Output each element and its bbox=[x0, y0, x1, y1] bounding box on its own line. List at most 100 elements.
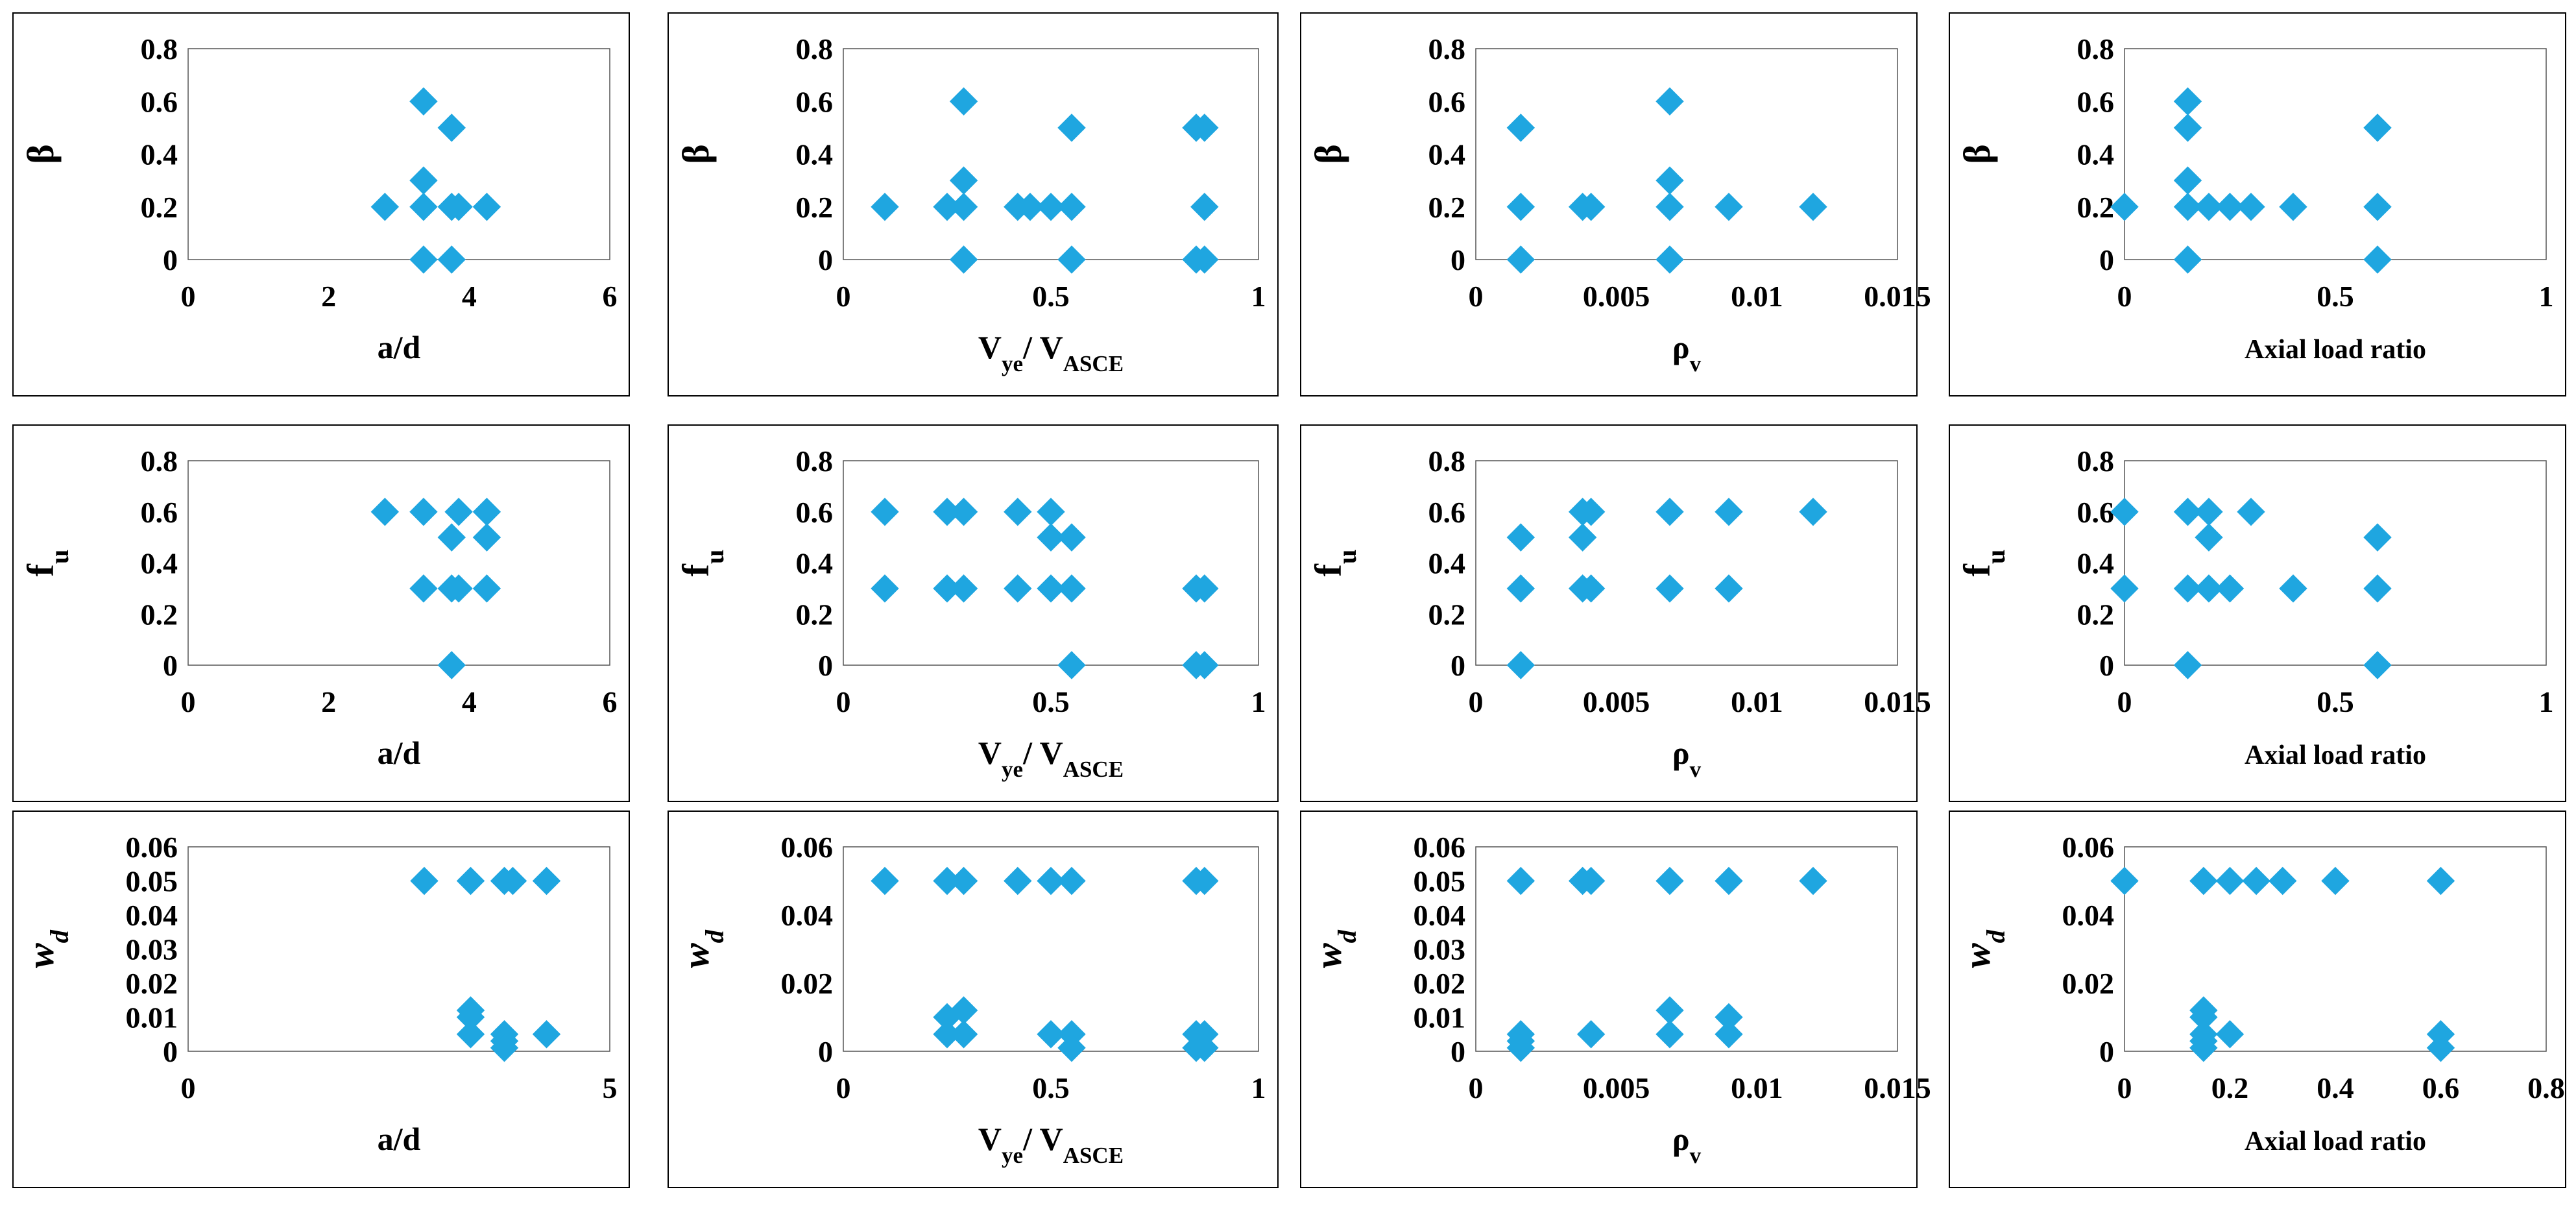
data-point-marker bbox=[1715, 1020, 1743, 1049]
y-tick-label: 0.4 bbox=[141, 547, 178, 580]
data-point-marker bbox=[1190, 1034, 1219, 1062]
x-tick-label: 1 bbox=[2539, 280, 2554, 313]
data-point-marker bbox=[949, 87, 978, 116]
data-point-marker bbox=[1655, 87, 1684, 116]
y-tick-label: 0.8 bbox=[141, 445, 178, 478]
x-tick-label: 0.5 bbox=[2317, 685, 2354, 718]
x-tick-label: 0 bbox=[181, 1071, 196, 1104]
data-point-marker bbox=[2363, 574, 2392, 603]
data-point-marker bbox=[1715, 866, 1743, 896]
data-point-marker bbox=[1576, 574, 1606, 603]
data-point-marker bbox=[409, 574, 438, 603]
panel-frame bbox=[12, 12, 630, 396]
data-point-marker bbox=[1190, 866, 1219, 896]
data-point-marker bbox=[2173, 245, 2202, 274]
y-tick-label: 0.6 bbox=[1428, 85, 1466, 118]
y-tick-label: 0.04 bbox=[781, 899, 834, 932]
data-point-marker bbox=[1057, 1034, 1086, 1062]
x-axis-label: a/d bbox=[378, 329, 421, 365]
data-point-marker bbox=[437, 114, 466, 142]
data-point-marker bbox=[2426, 1034, 2455, 1062]
data-point-marker bbox=[1190, 245, 1219, 274]
y-tick-label: 0.06 bbox=[126, 831, 178, 864]
y-axis-label: β bbox=[675, 144, 717, 164]
chart-panel-p23: 0 0.2 0.4 0.6 0.8 0 0.005 0.01 0.015 ρv fu bbox=[1300, 424, 1931, 802]
data-point-marker bbox=[2279, 193, 2307, 221]
data-point-marker bbox=[1576, 498, 1606, 526]
y-tick-label: 0.6 bbox=[1428, 496, 1466, 529]
data-point-marker bbox=[2195, 193, 2223, 221]
x-tick-label: 0 bbox=[181, 280, 196, 313]
data-point-marker bbox=[1037, 193, 1065, 221]
y-tick-label: 0.8 bbox=[2077, 445, 2115, 478]
y-tick-label: 0.03 bbox=[126, 933, 178, 966]
plot-area bbox=[843, 460, 1259, 666]
data-point-marker bbox=[2363, 114, 2392, 142]
data-point-marker bbox=[949, 498, 978, 526]
y-tick-label: 0.8 bbox=[1428, 32, 1466, 66]
data-point-marker bbox=[949, 574, 978, 603]
chart-panel-p33: 00.010.020.030.040.050.060 0.005 0.01 0.015… bbox=[1300, 811, 1931, 1188]
y-tick-label: 0.4 bbox=[141, 138, 178, 171]
x-tick-label: 0.015 bbox=[1864, 280, 1931, 313]
data-point-marker bbox=[2173, 193, 2202, 221]
data-point-marker bbox=[949, 245, 978, 274]
data-point-marker bbox=[871, 193, 899, 221]
data-point-marker bbox=[370, 193, 400, 221]
x-tick-label: 1 bbox=[1251, 685, 1266, 718]
y-tick-label: 0.2 bbox=[141, 191, 178, 224]
x-axis-label: Vye/ VASCE bbox=[978, 735, 1124, 782]
data-point-marker bbox=[1037, 866, 1065, 896]
x-tick-label: 0.5 bbox=[2317, 280, 2354, 313]
y-tick-label: 0.06 bbox=[2062, 831, 2115, 864]
y-tick-label: 0.2 bbox=[141, 598, 178, 631]
y-tick-label: 0.2 bbox=[796, 191, 834, 224]
x-tick-label: 0.6 bbox=[2422, 1071, 2460, 1104]
data-point-marker bbox=[1715, 574, 1743, 603]
y-tick-label: 0.4 bbox=[2077, 547, 2115, 580]
data-point-marker bbox=[472, 523, 501, 552]
data-point-marker bbox=[2173, 574, 2202, 603]
y-tick-label: 0.02 bbox=[126, 967, 178, 1000]
chart-panel-p13: 0 0.2 0.4 0.6 0.8 0 0.005 0.01 0.015 ρv β bbox=[1300, 12, 1931, 396]
x-tick-label: 0.01 bbox=[1731, 280, 1783, 313]
x-tick-label: 0 bbox=[181, 685, 196, 718]
x-tick-label: 1 bbox=[1251, 280, 1266, 313]
data-point-marker bbox=[1655, 866, 1684, 896]
y-tick-label: 0.2 bbox=[2077, 191, 2115, 224]
y-tick-label: 0.02 bbox=[1414, 967, 1466, 1000]
data-point-marker bbox=[1057, 245, 1086, 274]
data-point-marker bbox=[2215, 193, 2245, 221]
data-point-marker bbox=[1004, 574, 1032, 603]
x-tick-label: 0 bbox=[836, 1071, 851, 1104]
x-axis-label: Axial load ratio bbox=[2245, 1127, 2426, 1156]
panel-frame bbox=[1300, 424, 1918, 802]
data-point-marker bbox=[1506, 866, 1535, 896]
data-point-marker bbox=[410, 866, 439, 896]
y-tick-label: 0 bbox=[818, 1035, 833, 1068]
panel-frame bbox=[1949, 424, 2566, 802]
data-point-marker bbox=[2215, 866, 2245, 896]
y-tick-label: 0 bbox=[818, 649, 833, 682]
y-tick-label: 0 bbox=[163, 243, 178, 276]
y-tick-label: 0.2 bbox=[1428, 598, 1466, 631]
data-point-marker bbox=[1037, 574, 1065, 603]
data-point-marker bbox=[456, 1020, 485, 1049]
data-point-marker bbox=[2173, 651, 2202, 679]
data-point-marker bbox=[2110, 866, 2139, 896]
data-point-marker bbox=[2215, 1020, 2245, 1049]
data-point-marker bbox=[1655, 193, 1684, 221]
data-point-marker bbox=[1715, 498, 1743, 526]
y-tick-label: 0.4 bbox=[2077, 138, 2115, 171]
data-point-marker bbox=[2269, 866, 2297, 896]
data-point-marker bbox=[490, 1034, 519, 1062]
data-point-marker bbox=[1576, 1020, 1606, 1049]
y-tick-label: 0.8 bbox=[2077, 32, 2115, 66]
data-point-marker bbox=[1506, 651, 1535, 679]
x-tick-label: 2 bbox=[321, 685, 336, 718]
x-tick-label: 0 bbox=[2117, 685, 2132, 718]
data-point-marker bbox=[1004, 866, 1032, 896]
y-tick-label: 0.8 bbox=[1428, 445, 1466, 478]
y-axis-label: wd bbox=[1956, 929, 2010, 968]
plot-area bbox=[187, 846, 610, 1052]
